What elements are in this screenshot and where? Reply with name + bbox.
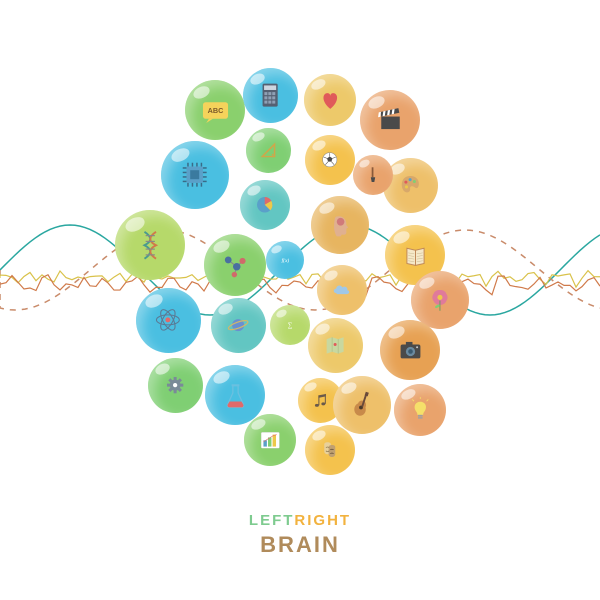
clapper-bubble — [360, 90, 420, 150]
title-left: LEFT — [249, 512, 295, 529]
soccer-bubble — [305, 135, 355, 185]
dna-bubble — [115, 210, 185, 280]
flower-bubble — [411, 271, 469, 329]
camera-icon — [394, 334, 427, 367]
cloud-bubble — [317, 265, 367, 315]
bulb-icon — [406, 396, 435, 425]
music-icon — [308, 388, 333, 413]
guitar-icon — [346, 389, 378, 421]
head-icon — [324, 209, 356, 241]
cloud-icon — [328, 276, 356, 304]
svg-text:ABC: ABC — [207, 106, 223, 115]
flower-icon — [424, 284, 456, 316]
gear-bubble — [148, 358, 203, 413]
molecule-bubble — [204, 234, 266, 296]
chip-bubble — [161, 141, 229, 209]
mask-bubble — [305, 425, 355, 475]
triangle-bubble — [246, 128, 291, 173]
head-bubble — [311, 196, 369, 254]
clapper-icon — [374, 104, 407, 137]
calc-bubble — [243, 68, 298, 123]
title-brain: BRAIN — [249, 532, 351, 558]
calculator-icon — [255, 80, 285, 110]
heart-bubble — [304, 74, 356, 126]
infographic-stage: ABC f(x) ∑ LEFTRIGHT BRAIN — [0, 0, 600, 600]
bulb-bubble — [394, 384, 446, 436]
flask-bubble — [205, 365, 265, 425]
title-right: RIGHT — [294, 512, 351, 529]
piechart-bubble — [240, 180, 290, 230]
dna-icon — [131, 226, 170, 265]
molecule-icon — [218, 248, 252, 282]
mask-icon — [316, 436, 344, 464]
formula-bubble: f(x) — [266, 241, 304, 279]
math-icon: ∑ — [279, 314, 301, 336]
camera-bubble — [380, 320, 440, 380]
soccer-icon — [316, 146, 344, 174]
barchart-bubble — [244, 414, 296, 466]
map-bubble — [308, 318, 363, 373]
abc-icon: ABC — [199, 94, 232, 127]
brush-icon — [362, 164, 384, 186]
barchart-icon — [256, 426, 285, 455]
triangle-icon — [256, 138, 281, 163]
svg-text:∑: ∑ — [288, 322, 293, 329]
heart-icon — [316, 86, 345, 115]
atom-bubble — [136, 288, 201, 353]
brush-bubble — [353, 155, 393, 195]
flask-icon — [219, 379, 252, 412]
book-icon — [399, 239, 432, 272]
formula-icon: f(x) — [275, 250, 296, 271]
planet-icon — [223, 310, 253, 340]
guitar-bubble — [333, 376, 391, 434]
math-bubble: ∑ — [270, 305, 310, 345]
chip-icon — [176, 156, 213, 193]
map-icon — [320, 330, 350, 360]
planet-bubble — [211, 298, 266, 353]
pie-icon — [251, 191, 279, 219]
atom-icon — [150, 302, 186, 338]
palette-icon — [395, 170, 425, 200]
gear-icon — [160, 370, 190, 400]
brainwave-lines — [0, 0, 600, 600]
title-block: LEFTRIGHT BRAIN — [249, 512, 351, 558]
abc-bubble: ABC — [185, 80, 245, 140]
svg-text:f(x): f(x) — [281, 257, 289, 264]
